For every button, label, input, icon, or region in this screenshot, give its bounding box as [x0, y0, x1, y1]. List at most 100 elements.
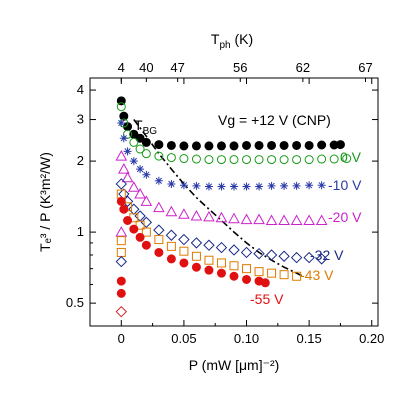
t-bg-curve: [133, 119, 304, 278]
data-point: [267, 140, 277, 150]
data-point: [165, 205, 178, 217]
data-point: [166, 241, 176, 251]
data-point: [115, 178, 128, 190]
top-tick-label: 62: [296, 60, 310, 75]
data-point: [117, 163, 130, 174]
data-point: [265, 249, 278, 261]
data-point: [242, 155, 252, 165]
data-point: [267, 268, 277, 278]
data-point: [115, 150, 128, 161]
data-point: [215, 211, 228, 223]
series--55V: [116, 196, 270, 288]
series-label: -20 V: [328, 209, 362, 225]
data-point: [303, 251, 315, 264]
data-point: [154, 176, 163, 185]
y-tick-label: 4: [77, 82, 84, 97]
data-point: [254, 155, 264, 165]
t-bg-label-main: T: [134, 117, 143, 133]
data-point: [317, 154, 327, 164]
data-point: [217, 182, 226, 191]
data-point: [178, 233, 190, 246]
data-point: [121, 171, 134, 183]
data-point: [253, 213, 265, 225]
data-point: [179, 246, 189, 256]
data-point: [229, 155, 239, 165]
data-point: [204, 182, 213, 191]
y-axis-left: 0.5 1 2 3 4: [66, 82, 378, 310]
y-tick-label: 1: [77, 224, 84, 239]
series-label: -55 V: [250, 291, 284, 307]
data-point: [116, 247, 126, 257]
series--10V: [117, 119, 326, 191]
data-point: [141, 227, 151, 237]
data-point: [167, 179, 176, 188]
data-point: [265, 214, 278, 226]
plot-frame: [89, 77, 379, 327]
series-layer: [115, 96, 352, 318]
x-top-axis-title: Tph (K): [211, 31, 253, 51]
data-point: [179, 154, 189, 164]
data-point: [115, 226, 128, 237]
data-point: [255, 182, 264, 191]
data-point: [192, 181, 201, 190]
data-point: [135, 144, 145, 154]
data-point: [116, 196, 126, 206]
series-label: 0 V: [340, 149, 362, 165]
x-top-axis-title-sub: ph: [219, 40, 230, 51]
top-tick-label: 56: [233, 60, 247, 75]
data-point: [242, 264, 252, 274]
data-point: [242, 274, 252, 284]
data-point: [342, 154, 352, 164]
t-bg-line: [133, 119, 304, 278]
data-point: [335, 140, 345, 150]
data-point: [315, 253, 328, 265]
data-point: [179, 141, 189, 151]
x-axis-bottom: 0 0.05 0.10 0.15 0.20: [118, 78, 384, 346]
data-point: [292, 155, 302, 165]
x-top-axis-title-unit: (K): [231, 31, 254, 47]
data-point: [141, 240, 151, 250]
y-tick-label: 2: [77, 153, 84, 168]
x-axis-title: P (mW [μm]⁻²): [189, 357, 280, 373]
data-point: [191, 141, 201, 151]
data-point: [260, 278, 270, 288]
data-point: [303, 214, 315, 226]
x-tick-label: 0.20: [359, 331, 384, 346]
data-point: [216, 141, 226, 151]
data-point: [115, 305, 128, 318]
data-point: [127, 181, 140, 192]
data-point: [142, 170, 151, 179]
data-point: [216, 268, 226, 278]
data-point: [229, 271, 239, 281]
data-point: [229, 261, 239, 271]
data-point: [279, 155, 289, 165]
data-point: [119, 134, 128, 143]
data-point: [134, 188, 146, 199]
t-bg-label-sub: BG: [143, 126, 158, 137]
data-point: [278, 250, 290, 262]
series-label: -32 V: [310, 247, 344, 263]
data-point: [228, 244, 240, 256]
data-point: [191, 154, 201, 164]
data-point: [290, 251, 303, 264]
data-point: [117, 119, 126, 128]
data-point: [129, 224, 139, 234]
x-top-axis-title-main: T: [211, 31, 220, 47]
data-point: [229, 141, 239, 151]
data-point: [190, 237, 203, 249]
data-point: [203, 210, 215, 222]
data-point: [204, 155, 214, 165]
data-point: [135, 232, 145, 242]
x-axis-top: 4 40 47 56 62 67: [118, 60, 373, 82]
data-point: [191, 251, 201, 261]
top-tick-label: 40: [139, 60, 153, 75]
data-point: [135, 220, 145, 230]
data-point: [178, 208, 190, 219]
data-point: [216, 155, 226, 165]
data-point: [267, 155, 277, 165]
series--32V: [115, 178, 328, 265]
data-point: [242, 182, 251, 191]
x-tick-label: 0: [118, 331, 125, 346]
data-point: [317, 181, 326, 190]
data-point: [179, 258, 189, 268]
